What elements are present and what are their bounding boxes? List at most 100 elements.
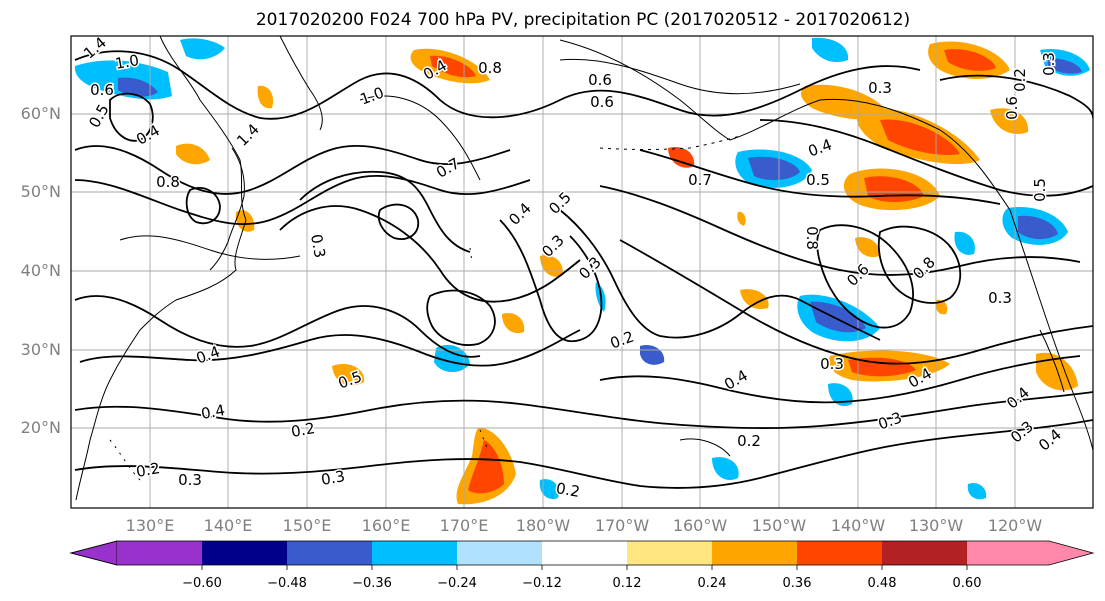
colorbar-tick-label: 0.60 [953, 576, 982, 591]
negative-precip-area [434, 344, 470, 373]
positive-precip-area [880, 119, 960, 156]
contour-label: 0.2 [1010, 67, 1031, 94]
alaska-coastline [559, 39, 1011, 211]
positive-precip-area [855, 237, 881, 258]
contour-label-text: 0.8 [156, 173, 180, 191]
negative-precip-area [539, 479, 559, 500]
contour-label: 0.8 [155, 172, 182, 193]
lon-label: 160°E [362, 516, 411, 535]
negative-precip-area [118, 77, 158, 97]
colorbar-segment [797, 541, 882, 565]
colorbar-tick-label: −0.24 [437, 576, 477, 591]
positive-precip-area [502, 312, 525, 334]
contour-label-text: 0.5 [806, 171, 830, 189]
negative-precip-area [967, 482, 987, 500]
colorbar-segment [457, 541, 542, 565]
colorbar-segment [202, 541, 287, 565]
contour-label: 0.3 [1039, 51, 1060, 78]
pv-contour [599, 185, 1081, 276]
colorbar-segment [542, 541, 627, 565]
contour-label-text: 0.2 [135, 459, 162, 481]
pv-contour [74, 144, 511, 195]
lon-label: 140°W [831, 516, 886, 535]
contour-label-text: 0.5 [1031, 178, 1049, 202]
pv-contour [619, 239, 1093, 365]
colorbar-segment [372, 541, 457, 565]
colorbar-extend-low [69, 540, 118, 566]
contour-label: 0.3 [987, 288, 1014, 309]
positive-precip-area [737, 211, 746, 226]
map-frame [70, 35, 1094, 509]
colorbar-extend-high [967, 541, 1093, 565]
contour-label-text: 0.3 [178, 471, 202, 489]
map-background [71, 36, 1093, 508]
contour-label-text: 0.6 [90, 81, 114, 99]
negative-precip-area [810, 301, 866, 333]
pv-contours [74, 50, 1093, 489]
pv-contour [559, 58, 801, 95]
colorbar-tick-label: 0.12 [613, 576, 642, 591]
colorbar-tick-label: 0.24 [698, 576, 727, 591]
pv-contours-thin [119, 58, 801, 457]
contour-label-text: 0.2 [737, 432, 761, 450]
colorbar-segment [287, 541, 372, 565]
positive-precip-area [848, 357, 916, 377]
pv-contour [939, 74, 1093, 119]
map-panel: 1.4 1.00.60.50.4 1.40.80.41.00.80.70.60.50… [70, 32, 1094, 509]
lat-label: 20°N [21, 418, 61, 437]
pv-contour [119, 235, 301, 260]
positive-precip-area [468, 440, 504, 494]
pacific-islands [109, 247, 489, 481]
contour-label-text: 1.0 [114, 51, 141, 73]
positive-precip-area [740, 289, 769, 310]
negative-precip-area [1048, 58, 1082, 74]
contour-label-text: 0.2 [1011, 68, 1029, 92]
contour-label: 0.3 [867, 78, 894, 99]
coastlines [75, 36, 1093, 501]
contour-label-text: 0.6 [590, 93, 614, 111]
colorbar-tick-label: 0.48 [868, 576, 897, 591]
lat-label: 50°N [21, 182, 61, 201]
map-title: 2017020200 F024 700 hPa PV, precipitatio… [256, 10, 910, 30]
contour-label: 0.8 [477, 58, 504, 79]
pv-contour [74, 50, 921, 120]
colorbar-tick-label: −0.60 [182, 576, 222, 591]
contour-label-text: 0.2 [290, 419, 317, 441]
pv-contour [639, 149, 1001, 205]
lat-label: 30°N [21, 340, 61, 359]
contour-label: 0.6 [89, 80, 116, 101]
contour-label: 0.3 [819, 354, 846, 375]
colorbar-outline [69, 540, 1095, 566]
gridlines [71, 36, 1093, 508]
positive-precip-area [430, 55, 476, 78]
contour-label: 0.2 [133, 458, 163, 483]
lon-label: 150°W [752, 516, 807, 535]
pv-contour [426, 289, 496, 346]
asia-coastline [75, 36, 247, 501]
lat-label: 40°N [21, 261, 61, 280]
lon-label: 170°E [440, 516, 489, 535]
negative-precip-area [712, 457, 739, 480]
pv-contour [877, 225, 962, 304]
positive-precip-area [176, 143, 210, 165]
pv-contour [109, 92, 154, 142]
negative-precip-area [828, 383, 853, 406]
negative-precip-area [180, 38, 225, 60]
negative-precip-area [748, 156, 800, 181]
positive-precip-area [257, 85, 274, 109]
contour-label-text: 0.7 [688, 171, 712, 189]
negative-precip-area [1018, 215, 1058, 240]
lon-label: 140°E [204, 516, 253, 535]
pv-contour [299, 170, 471, 253]
contour-label: 0.3 [318, 466, 348, 491]
contour-label-text: 0.6 [1003, 96, 1021, 120]
contour-label: 0.2 [553, 478, 583, 503]
positive-precip-area [1036, 352, 1078, 391]
baja-coastline [1039, 329, 1065, 393]
contour-label-text: 0.3 [868, 79, 892, 97]
positive-precip-area [668, 146, 695, 168]
contour-label: 0.6 [1002, 95, 1023, 122]
contour-label-text: 0.6 [588, 71, 612, 89]
pv-contour [74, 419, 1093, 489]
precip-shading [74, 37, 1090, 505]
